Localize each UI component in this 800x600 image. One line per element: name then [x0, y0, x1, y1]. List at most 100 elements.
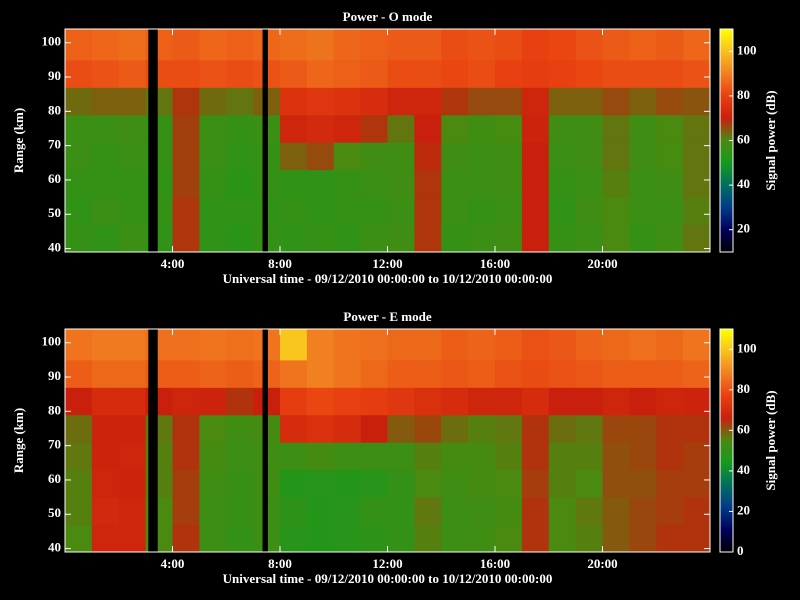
- heatmap-cell: [199, 442, 227, 471]
- heatmap-cell: [468, 524, 496, 553]
- heatmap-cell: [280, 224, 308, 253]
- heatmap-cell: [629, 224, 657, 253]
- heatmap-cell: [280, 524, 308, 553]
- heatmap-cell: [118, 524, 147, 553]
- heatmap-cell: [333, 329, 362, 361]
- heatmap-cell: [602, 224, 630, 253]
- y-axis-label: Range (km): [11, 108, 26, 173]
- heatmap-cell: [280, 497, 308, 526]
- heatmap-cell: [387, 59, 415, 88]
- heatmap-cell: [656, 59, 684, 88]
- heatmap-cell: [468, 359, 496, 388]
- heatmap-cell: [629, 414, 657, 443]
- heatmap-cell: [91, 29, 120, 61]
- heatmap-cell: [118, 224, 147, 253]
- heatmap-cell: [65, 442, 93, 471]
- heatmap-cell: [333, 497, 362, 526]
- heatmap-cell: [468, 114, 496, 143]
- heatmap-cell: [575, 29, 603, 61]
- data-gap: [262, 29, 268, 252]
- heatmap-cell: [575, 524, 603, 553]
- heatmap-cell: [172, 87, 200, 116]
- heatmap-cell: [414, 524, 442, 553]
- heatmap-cell: [91, 414, 120, 443]
- heatmap-cell: [91, 442, 120, 471]
- y-tick-label: 40: [48, 240, 61, 255]
- heatmap-cell: [280, 59, 308, 88]
- heatmap-cell: [468, 469, 496, 498]
- heatmap-cell: [387, 169, 415, 198]
- heatmap-cell: [387, 414, 415, 443]
- x-axis-label: Universal time - 09/12/2010 00:00:00 to …: [223, 271, 553, 286]
- y-tick-label: 50: [48, 205, 61, 220]
- heatmap-cell: [226, 497, 254, 526]
- x-tick-label: 8:00: [268, 556, 292, 571]
- heatmap-cell: [360, 524, 388, 553]
- heatmap-cell: [226, 114, 254, 143]
- heatmap-cell: [226, 59, 254, 88]
- heatmap-cell: [306, 359, 335, 388]
- heatmap-cell: [521, 524, 550, 553]
- heatmap-cell: [602, 387, 630, 416]
- heatmap-cell: [602, 524, 630, 553]
- heatmap-cell: [548, 442, 577, 471]
- colorbar-label: Signal power (dB): [763, 390, 778, 490]
- heatmap-cell: [602, 197, 630, 226]
- heatmap-cell: [333, 414, 362, 443]
- colorbar: [719, 328, 734, 553]
- data-gap: [148, 29, 158, 252]
- heatmap-cell: [226, 197, 254, 226]
- heatmap-cell: [387, 524, 415, 553]
- heatmap-cell: [629, 469, 657, 498]
- heatmap-cell: [65, 224, 93, 253]
- heatmap-cell: [683, 359, 711, 388]
- heatmap-cell: [548, 387, 577, 416]
- heatmap-cell: [360, 359, 388, 388]
- heatmap-cell: [414, 87, 442, 116]
- heatmap-cell: [199, 169, 227, 198]
- heatmap-cell: [91, 87, 120, 116]
- heatmap-cell: [468, 442, 496, 471]
- heatmap-cell: [360, 29, 388, 61]
- heatmap-cell: [602, 59, 630, 88]
- heatmap-cell: [521, 329, 550, 361]
- heatmap-cell: [575, 142, 603, 171]
- x-tick-label: 20:00: [587, 556, 617, 571]
- heatmap-cell: [360, 224, 388, 253]
- heatmap-cell: [65, 329, 93, 361]
- heatmap-cell: [683, 224, 711, 253]
- heatmap-cell: [575, 497, 603, 526]
- heatmap-cell: [333, 87, 362, 116]
- heatmap-cell: [172, 359, 200, 388]
- y-tick-label: 40: [48, 540, 61, 555]
- heatmap-cell: [91, 169, 120, 198]
- heatmap-cell: [118, 29, 147, 61]
- heatmap-cell: [656, 224, 684, 253]
- heatmap-cell: [333, 524, 362, 553]
- x-tick-label: 20:00: [587, 256, 617, 271]
- y-tick-label: 60: [48, 471, 61, 486]
- heatmap-cell: [548, 114, 577, 143]
- y-tick-label: 70: [48, 437, 61, 452]
- heatmap-cell: [172, 224, 200, 253]
- heatmap-cell: [656, 524, 684, 553]
- heatmap-cell: [306, 442, 335, 471]
- heatmap-cell: [333, 224, 362, 253]
- heatmap-cell: [575, 359, 603, 388]
- heatmap-cell: [414, 142, 442, 171]
- heatmap-cell: [387, 114, 415, 143]
- heatmap-cell: [441, 87, 469, 116]
- heatmap-cell: [199, 114, 227, 143]
- data-gap: [148, 329, 158, 552]
- heatmap-cell: [333, 59, 362, 88]
- heatmap-cell: [656, 442, 684, 471]
- heatmap-cell: [199, 224, 227, 253]
- heatmap-cell: [441, 142, 469, 171]
- heatmap-cell: [91, 387, 120, 416]
- heatmap-cell: [387, 29, 415, 61]
- colorbar-tick-label: 20: [737, 502, 750, 517]
- heatmap-cell: [683, 59, 711, 88]
- heatmap-cell: [656, 414, 684, 443]
- heatmap-cell: [360, 169, 388, 198]
- heatmap-cell: [441, 497, 469, 526]
